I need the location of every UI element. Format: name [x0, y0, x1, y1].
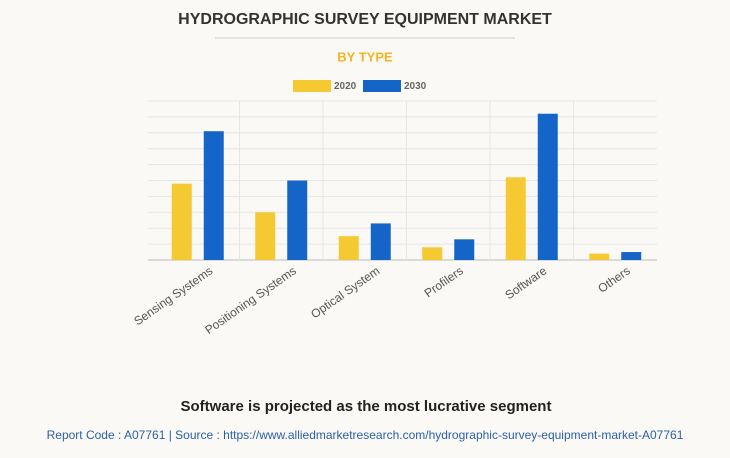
bar: [505, 177, 526, 260]
bar: [537, 113, 558, 260]
legend-swatch: [363, 80, 401, 92]
legend-swatch: [293, 80, 331, 92]
legend-label: 2020: [334, 81, 357, 92]
bar: [589, 253, 610, 260]
bar: [171, 183, 192, 260]
legend-label: 2030: [404, 81, 427, 92]
bar: [370, 223, 391, 260]
bar: [454, 239, 475, 260]
chart-subtitle: BY TYPE: [337, 49, 393, 64]
chart-title: HYDROGRAPHIC SURVEY EQUIPMENT MARKET: [178, 11, 552, 28]
bar: [255, 212, 276, 260]
bar: [338, 236, 359, 260]
bar: [621, 252, 642, 260]
bar: [287, 180, 308, 260]
footer: Report Code : A07761 | Source : https://…: [47, 428, 684, 442]
bar: [203, 131, 224, 260]
bar: [422, 247, 443, 260]
caption: Software is projected as the most lucrat…: [181, 398, 552, 415]
